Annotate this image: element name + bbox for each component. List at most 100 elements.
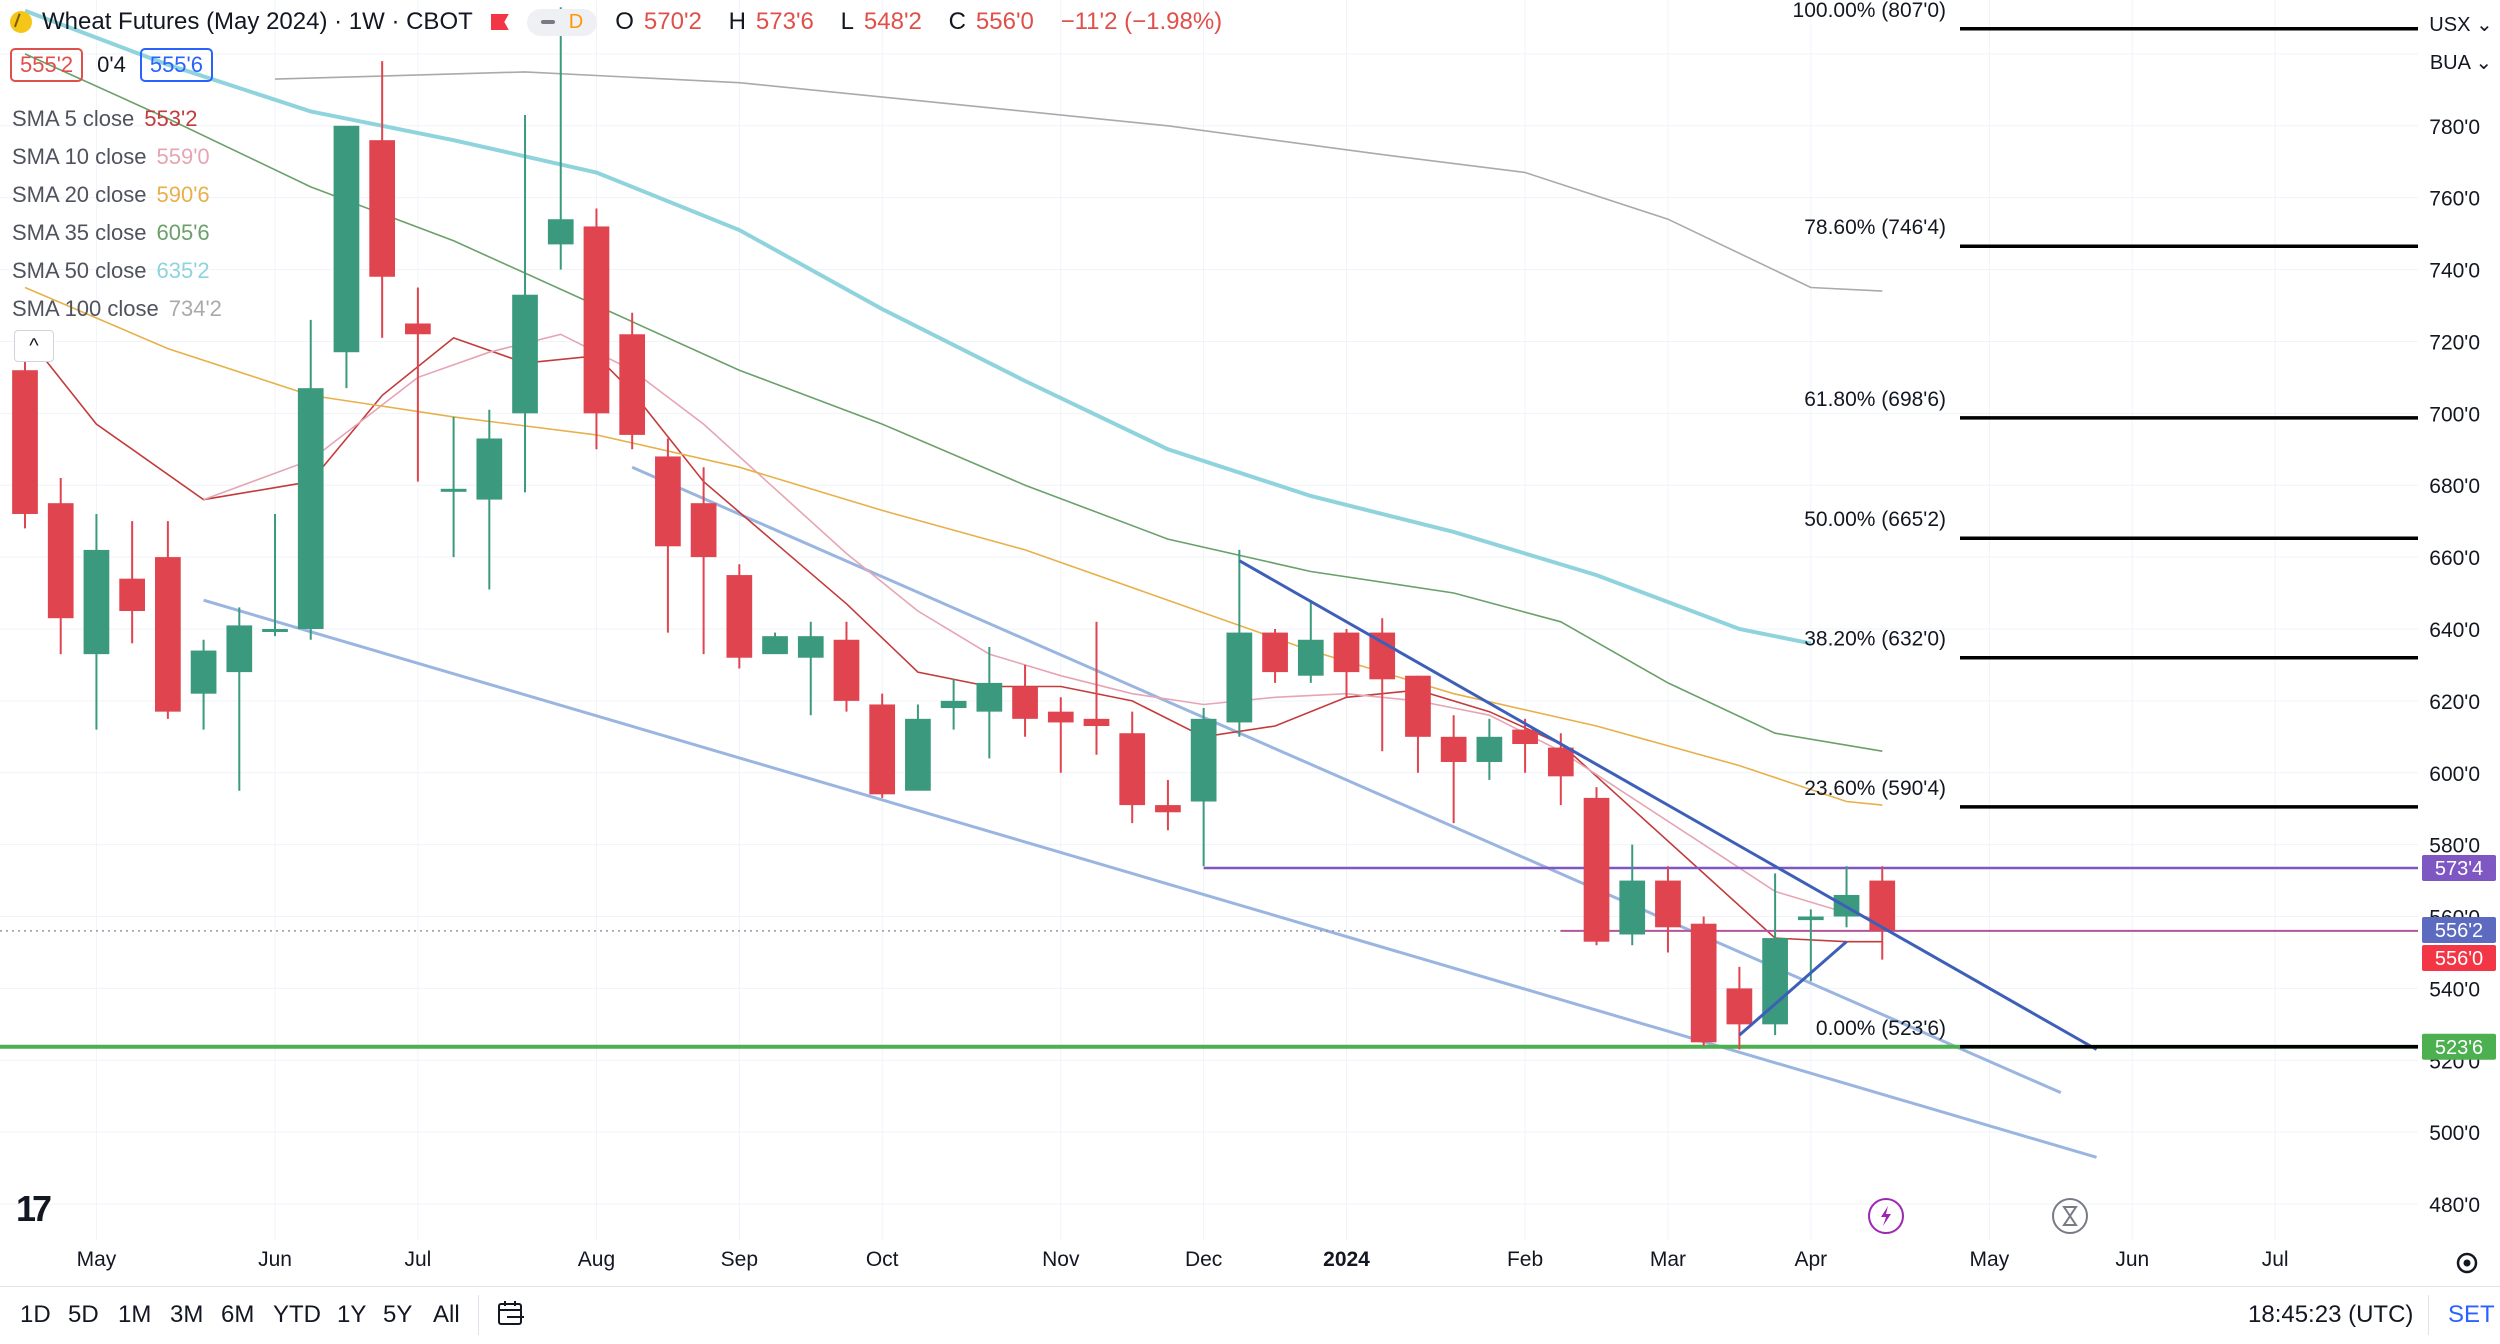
candle-body [1047,711,1074,723]
legend-row-sma35[interactable]: SMA 35 close 605'6 [12,220,210,245]
lightning-icon[interactable] [1868,1198,1904,1234]
price-chart[interactable]: 100.00% (807'0) 78.60% (746'4) 61.80% (698… [0,0,2500,1286]
settings-link[interactable]: SET [2448,1301,2495,1328]
bid-price[interactable]: 555'2 [10,48,84,82]
x-tick-label: Sep [721,1248,758,1271]
x-tick-label: Oct [866,1248,899,1271]
legend-row-sma5[interactable]: SMA 5 close 553'2 [12,106,198,131]
candle-body [1726,988,1753,1025]
x-tick-label: Feb [1507,1248,1543,1271]
candle [1155,779,1181,831]
timeframe-1y[interactable]: 1Y [337,1301,367,1328]
x-tick-label: Dec [1185,1248,1222,1271]
y-tick-label: 680'0 [2429,475,2480,498]
ask-price[interactable]: 555'6 [139,48,213,82]
candle [762,632,788,655]
timeframe-ytd[interactable]: YTD [273,1301,321,1328]
sma-line-2 [203,333,1883,921]
price-label-bg [2422,855,2496,881]
candle-body [83,549,110,655]
candle-body [155,557,181,712]
channel-lower [203,598,2097,1159]
candle-body [583,226,610,414]
symbol-logo-icon [10,11,32,33]
candle-body [1190,718,1217,802]
candle-body [619,334,646,435]
candle-body [1369,632,1396,680]
ohlc-change: −11'2 (−1.98%) [1060,8,1223,35]
legend-row-sma100[interactable]: SMA 100 close 734'2 [12,296,222,321]
candle-body [1619,880,1646,935]
timeframe-1m[interactable]: 1M [118,1301,152,1328]
candle [1297,600,1324,683]
fibonacci-levels: 100.00% (807'0) 78.60% (746'4) 61.80% (698… [1793,0,2418,1049]
timeframe-5y[interactable]: 5Y [383,1301,413,1328]
candle-body [297,388,324,629]
candle [1869,866,1896,960]
tradingview-logo[interactable]: 17 [16,1188,52,1229]
candle [1547,733,1574,806]
timeframe-3m[interactable]: 3M [170,1301,204,1328]
candle [1440,715,1467,824]
candle-body [1547,747,1574,777]
collapse-legend-button[interactable]: ^ [14,330,54,362]
candle [1726,966,1753,1050]
sma-line-5 [24,8,1812,646]
candle [1655,866,1681,953]
candle [655,438,681,633]
candle [1476,718,1503,780]
candle [1262,628,1288,683]
unit-selector[interactable]: BUA ⌄ [2428,46,2494,80]
candle [440,416,467,558]
symbol-title[interactable]: Wheat Futures (May 2024) · 1W · CBOT [42,8,473,35]
utc-clock[interactable]: 18:45:23 (UTC) [2248,1301,2414,1328]
hourglass-icon[interactable] [2052,1198,2088,1234]
candle [1512,718,1538,773]
ohlc-key: O [615,8,634,35]
interval-pill[interactable]: D [526,8,598,36]
divider [2428,1295,2429,1335]
candle-body [1012,686,1038,719]
chart-grid [0,0,2418,1240]
legend-row-sma50[interactable]: SMA 50 close 635'2 [12,258,210,283]
spread-value: 0'4 [97,52,126,77]
legend-row-sma20[interactable]: SMA 20 close 590'6 [12,182,210,207]
candle-body [476,438,503,500]
flag-icon[interactable] [490,14,509,30]
calendar-range-icon[interactable] [496,1299,526,1329]
y-tick-label: 760'0 [2429,188,2480,211]
candle-body [190,650,217,694]
candle [155,521,181,719]
candle [1119,711,1146,824]
candle-body [797,636,824,658]
candle-body [726,575,753,658]
x-tick-label: Apr [1794,1248,1827,1271]
timeframe-5d[interactable]: 5D [68,1301,99,1328]
legend-row-sma10[interactable]: SMA 10 close 559'0 [12,144,210,169]
fib-level-label: 50.00% (665'2) [1804,508,1946,531]
x-tick-label: 2024 [1323,1248,1370,1271]
candle-body [655,456,681,547]
downtrend-line [1238,559,2098,1051]
channel-lines [203,465,2097,1159]
uptrend-line [1738,940,1848,1037]
candle-body [940,700,967,709]
candle-body [1333,632,1360,673]
candle [905,704,931,791]
x-tick-label: Jun [258,1248,292,1271]
timeframe-1d[interactable]: 1D [20,1301,51,1328]
ohlc-values: O 570'2 H 573'6 L 548'2 C 556'0 −11'2 (−1.98… [615,8,1232,36]
candle-body [1690,923,1717,1043]
fib-level-label: 78.60% (746'4) [1804,216,1946,239]
currency-selector[interactable]: USX ⌄ [2428,8,2494,42]
candle-body [1440,736,1467,762]
timeframe-6m[interactable]: 6M [221,1301,255,1328]
candle-body [262,628,288,632]
candle [83,513,110,730]
fib-level-label: 61.80% (698'6) [1804,388,1946,411]
x-tick-label: Jun [2115,1248,2149,1271]
divider [478,1295,479,1335]
candle-body [1083,718,1110,727]
gear-icon[interactable] [2452,1248,2482,1278]
timeframe-all[interactable]: All [433,1301,460,1328]
